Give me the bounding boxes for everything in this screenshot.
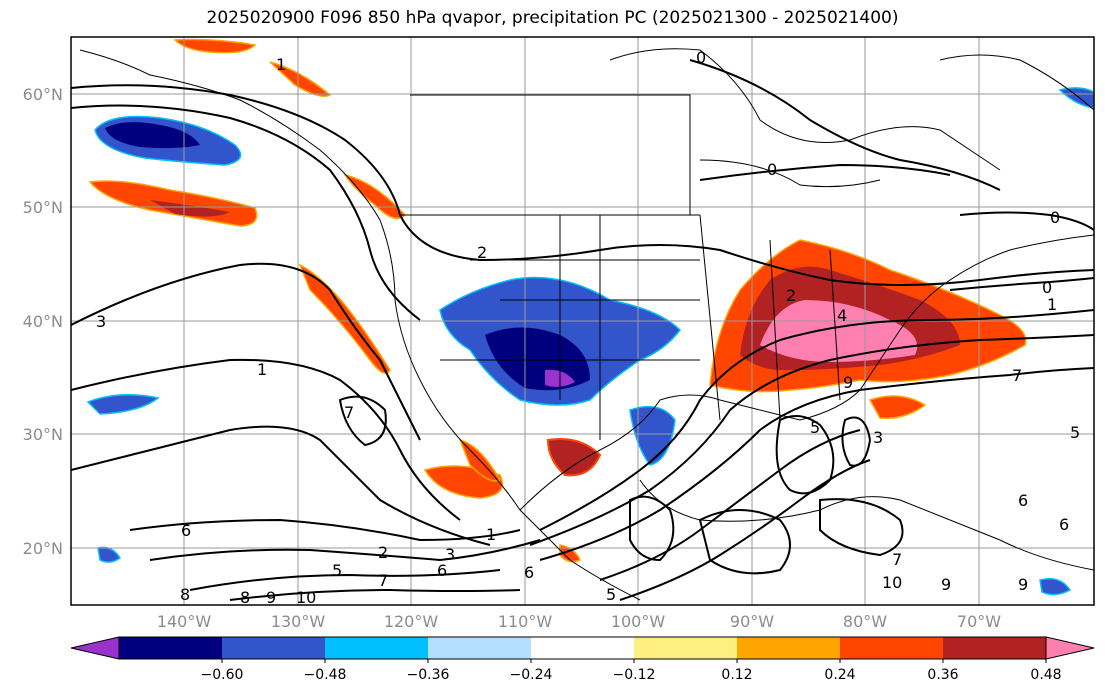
contour-label: 7	[1012, 366, 1022, 385]
contour-label: 5	[606, 585, 616, 604]
positive-anomaly-core	[150, 200, 230, 217]
lat-label: 50°N	[23, 198, 63, 217]
contour-label: 1	[257, 360, 267, 379]
latitude-labels: 60°N 50°N 40°N 30°N 20°N	[23, 85, 63, 558]
lon-label: 120°W	[384, 612, 439, 631]
contour-label: 2	[477, 243, 487, 262]
contour-label: 6	[1018, 491, 1028, 510]
contour-label: 9	[941, 575, 951, 594]
contour-label: 10	[882, 573, 902, 592]
colorbar-tick-label: −0.48	[304, 667, 347, 683]
map-panel: 1 0 0 0 0 2 1 3 1 7 7 6 2 5 3 4 9 7 1 2 …	[71, 37, 1094, 607]
lat-label: 40°N	[23, 312, 63, 331]
contour-label: 6	[437, 561, 447, 580]
colorbar-tick-label: −0.24	[510, 667, 553, 683]
positive-anomaly-area	[269, 61, 332, 97]
contour-label: 0	[696, 48, 706, 67]
colorbar-tick-label: −0.60	[201, 667, 244, 683]
colorbar-bin	[119, 637, 223, 659]
lon-label: 80°W	[843, 612, 887, 631]
colorbar-bin	[634, 637, 738, 659]
contour-label: 10	[296, 588, 316, 607]
positive-anomaly-area	[173, 38, 257, 54]
contour-label: 8	[180, 585, 190, 604]
lon-label: 70°W	[957, 612, 1001, 631]
contour-label: 7	[378, 571, 388, 590]
contour-label: 3	[96, 312, 106, 331]
colorbar: −0.60 −0.48 −0.36 −0.24 −0.12 0.12 0.24 0.36 0.4…	[70, 636, 1095, 683]
contour-label: 9	[843, 373, 853, 392]
colorbar-bin	[737, 637, 841, 659]
lat-label: 20°N	[23, 539, 63, 558]
lon-label: 110°W	[498, 612, 553, 631]
colorbar-bin	[222, 637, 326, 659]
coastlines	[79, 48, 1094, 601]
map-frame	[70, 36, 1095, 606]
colorbar-tick-label: 0.24	[824, 667, 855, 683]
colorbar-tick-label: −0.12	[613, 667, 656, 683]
lat-label: 30°N	[23, 425, 63, 444]
colorbar-frame	[118, 636, 1047, 660]
contour-labels: 1 0 0 0 0 2 1 3 1 7 7 6 2 5 3 4 9 7 1 2 …	[96, 48, 1080, 607]
lon-label: 130°W	[271, 612, 326, 631]
contour-label: 3	[873, 428, 883, 447]
contour-label: 1	[276, 55, 286, 74]
lon-label: 100°W	[611, 612, 666, 631]
colorbar-bin	[325, 637, 429, 659]
contour-label: 5	[1070, 423, 1080, 442]
contour-label: 2	[786, 286, 796, 305]
contour-label: 6	[1059, 515, 1069, 534]
lon-label: 90°W	[730, 612, 774, 631]
positive-anomaly-strong	[760, 300, 918, 362]
colorbar-tick-label: 0.48	[1030, 667, 1061, 683]
contour-label: 0	[1042, 278, 1052, 297]
lat-label: 60°N	[23, 85, 63, 104]
contour-label: 7	[344, 403, 354, 422]
colorbar-bin	[840, 637, 944, 659]
negative-anomaly-area	[1039, 578, 1072, 596]
lon-label: 140°W	[157, 612, 212, 631]
qvapor-contours	[71, 59, 1094, 601]
positive-anomaly-area	[546, 438, 602, 477]
contour-label: 0	[767, 160, 777, 179]
contour-label: 8	[240, 588, 250, 607]
contour-label: 9	[266, 588, 276, 607]
colorbar-tick-label: −0.36	[407, 667, 450, 683]
positive-anomaly-area	[298, 263, 391, 375]
contour-label: 7	[892, 550, 902, 569]
colorbar-bin	[531, 637, 635, 659]
contour-label: 6	[181, 521, 191, 540]
contour-label: 1	[486, 525, 496, 544]
negative-anomaly-core	[105, 122, 200, 149]
contour-label: 5	[332, 561, 342, 580]
contour-label: 6	[524, 563, 534, 582]
positive-anomaly-area	[868, 395, 927, 419]
colorbar-min-extension	[70, 636, 120, 660]
contour-label: 5	[810, 418, 820, 437]
contour-label: 9	[1018, 575, 1028, 594]
negative-anomaly-area	[86, 394, 160, 415]
contour-label: 3	[445, 545, 455, 564]
colorbar-tick-label: 0.12	[721, 667, 752, 683]
contour-label: 0	[1050, 208, 1060, 227]
longitude-labels: 140°W 130°W 120°W 110°W 100°W 90°W 80°W …	[157, 612, 1001, 631]
colorbar-max-extension	[1045, 636, 1095, 660]
colorbar-tick-label: 0.36	[927, 667, 958, 683]
contour-label: 1	[1047, 295, 1057, 314]
colorbar-bin	[428, 637, 532, 659]
plot-title: 2025020900 F096 850 hPa qvapor, precipit…	[206, 8, 899, 28]
contour-label: 2	[378, 543, 388, 562]
contour-label: 4	[837, 306, 847, 325]
colorbar-bin	[943, 637, 1047, 659]
